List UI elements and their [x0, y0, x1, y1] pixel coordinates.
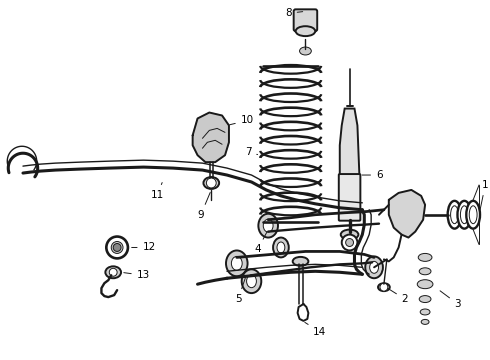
Ellipse shape	[258, 214, 278, 238]
Ellipse shape	[293, 257, 308, 266]
Ellipse shape	[419, 268, 431, 275]
Ellipse shape	[299, 47, 311, 55]
Text: 5: 5	[235, 277, 245, 304]
Ellipse shape	[203, 177, 219, 189]
Ellipse shape	[378, 283, 390, 291]
Text: 6: 6	[362, 170, 383, 180]
FancyBboxPatch shape	[294, 9, 317, 31]
Circle shape	[345, 239, 353, 247]
Circle shape	[113, 243, 121, 251]
Text: 4: 4	[254, 232, 267, 255]
Ellipse shape	[263, 219, 273, 232]
Text: 12: 12	[132, 243, 156, 252]
Polygon shape	[193, 113, 229, 162]
Ellipse shape	[418, 253, 432, 261]
Circle shape	[380, 283, 388, 291]
Ellipse shape	[277, 242, 285, 253]
Ellipse shape	[421, 319, 429, 324]
Ellipse shape	[246, 275, 256, 288]
Ellipse shape	[469, 206, 477, 224]
Text: 9: 9	[197, 193, 210, 220]
Polygon shape	[340, 109, 359, 175]
Ellipse shape	[369, 261, 378, 273]
Ellipse shape	[111, 242, 123, 253]
Ellipse shape	[417, 280, 433, 289]
Ellipse shape	[341, 230, 358, 239]
Ellipse shape	[295, 26, 315, 36]
Ellipse shape	[451, 206, 459, 224]
Text: 3: 3	[440, 291, 461, 309]
Ellipse shape	[273, 238, 289, 257]
Ellipse shape	[231, 256, 242, 270]
Ellipse shape	[242, 269, 261, 293]
Ellipse shape	[466, 201, 480, 229]
Ellipse shape	[461, 206, 468, 224]
Ellipse shape	[448, 201, 462, 229]
Text: 1: 1	[480, 180, 489, 212]
Circle shape	[206, 178, 216, 188]
Text: 8: 8	[285, 8, 303, 18]
Ellipse shape	[420, 309, 430, 315]
Text: 13: 13	[124, 270, 150, 280]
Polygon shape	[389, 190, 425, 238]
Circle shape	[342, 235, 357, 251]
Ellipse shape	[106, 237, 128, 258]
Ellipse shape	[226, 251, 247, 276]
FancyBboxPatch shape	[339, 174, 360, 221]
Text: 2: 2	[388, 289, 408, 304]
Ellipse shape	[365, 256, 383, 278]
Text: 11: 11	[150, 183, 164, 200]
Text: 7: 7	[245, 147, 258, 157]
Ellipse shape	[105, 266, 121, 278]
Text: 14: 14	[305, 322, 326, 337]
Circle shape	[109, 268, 117, 276]
Text: 10: 10	[230, 116, 254, 126]
Ellipse shape	[419, 296, 431, 302]
Ellipse shape	[458, 201, 471, 229]
